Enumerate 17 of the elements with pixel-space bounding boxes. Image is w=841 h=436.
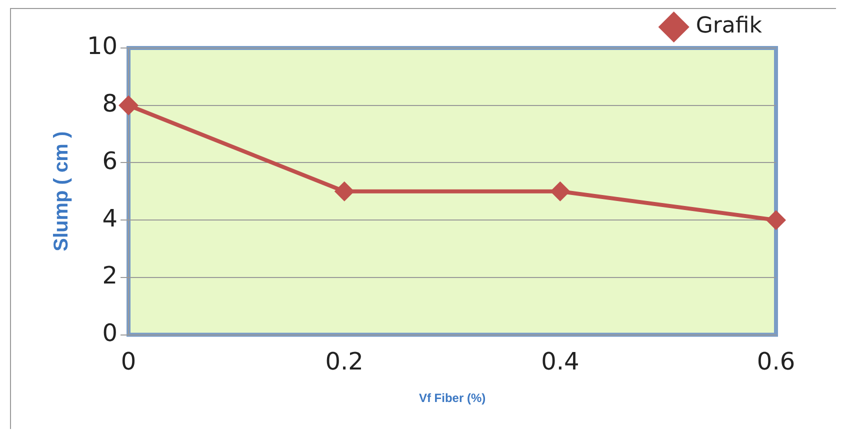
point bbox=[766, 210, 786, 230]
y-axis-title: Slump ( cm ) bbox=[50, 131, 73, 252]
x-tick-label: 0 bbox=[120, 347, 136, 376]
x-tick-label: 0.4 bbox=[541, 347, 580, 376]
y-tick-label: 4 bbox=[102, 204, 118, 232]
x-tick-label: 0.2 bbox=[325, 347, 364, 376]
y-tick-label: 8 bbox=[102, 90, 118, 118]
y-tick-label: 2 bbox=[102, 262, 118, 290]
x-tick-label: 0.6 bbox=[756, 347, 796, 376]
point bbox=[334, 181, 354, 202]
point bbox=[550, 181, 570, 202]
legend-label: Grafik bbox=[696, 14, 762, 39]
point bbox=[118, 95, 139, 116]
y-tick-label: 0 bbox=[102, 319, 118, 348]
y-tick-label: 6 bbox=[102, 146, 118, 175]
x-axis-title: Vf Fiber (%) bbox=[418, 391, 486, 406]
y-tick-label: 10 bbox=[86, 32, 118, 60]
